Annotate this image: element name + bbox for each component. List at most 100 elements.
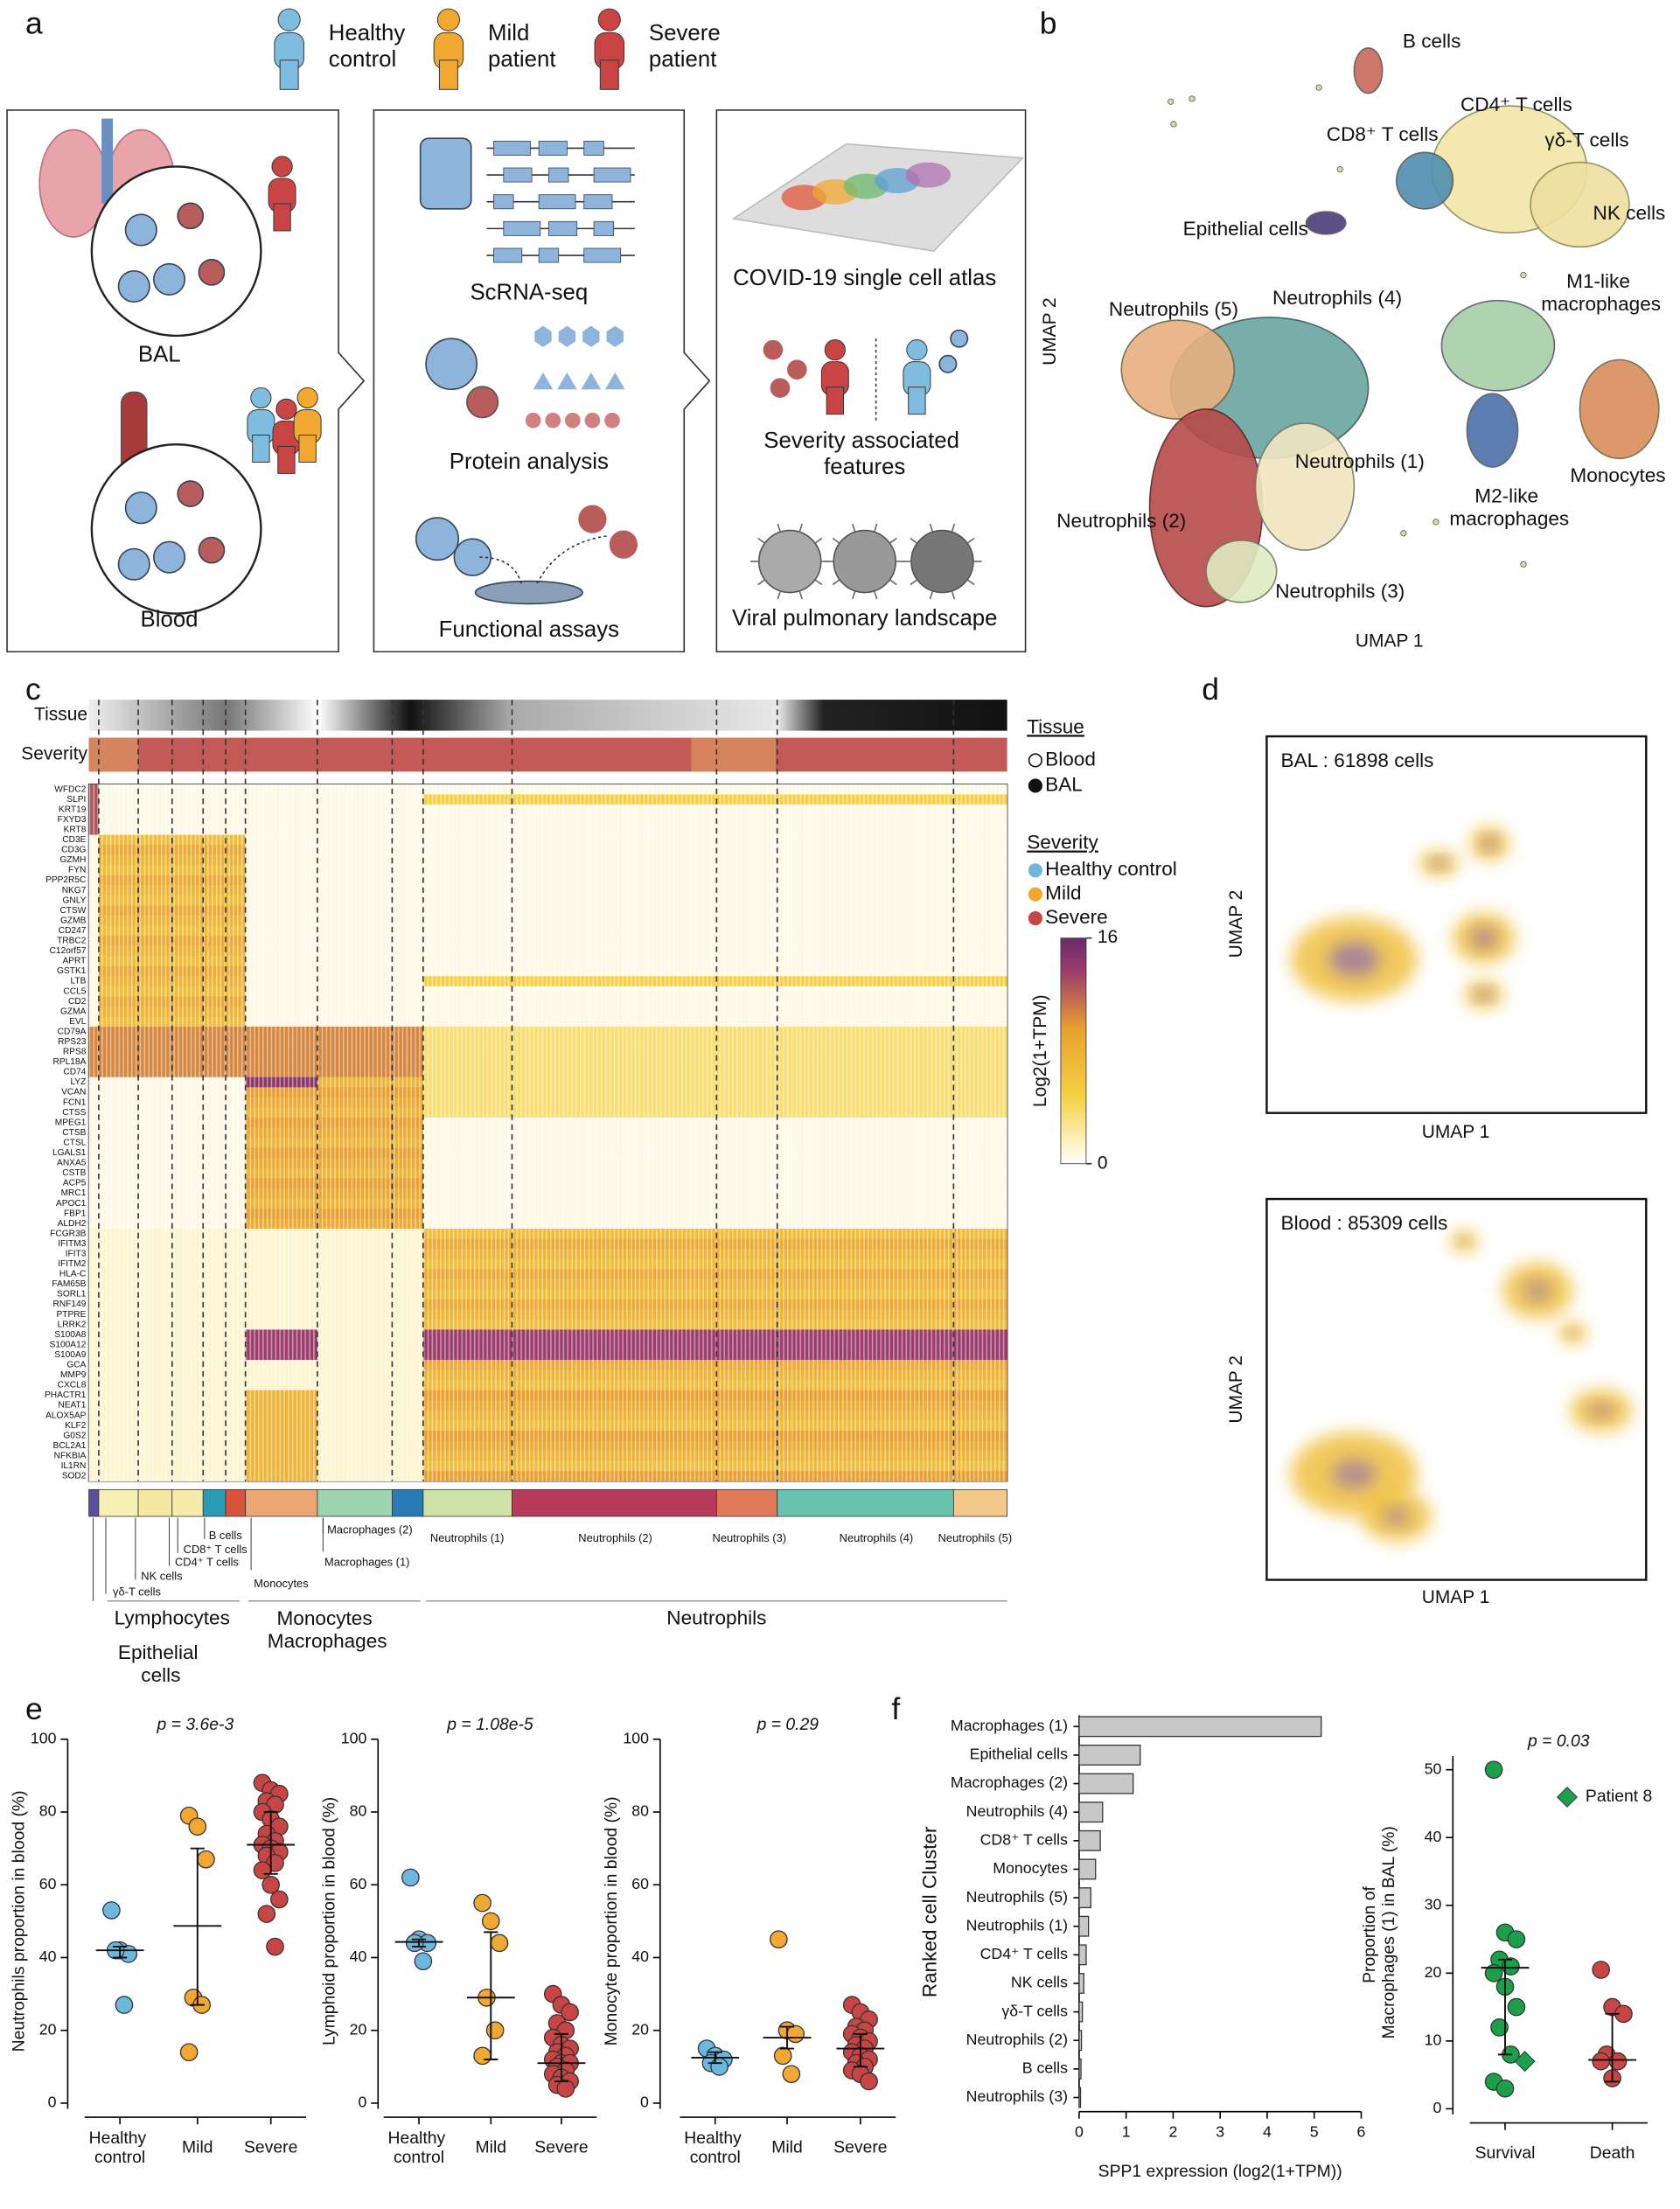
axis-title: SPP1 expression (log2(1+TPM)) bbox=[1098, 2162, 1342, 2181]
group-label: Neutrophils bbox=[666, 1607, 766, 1629]
cell bbox=[466, 386, 499, 419]
annotation: p = 0.03 bbox=[1527, 1732, 1590, 1751]
gene-label: GZMA bbox=[60, 1007, 87, 1016]
y-tick-label: 40 bbox=[1425, 1828, 1442, 1845]
virus-spike bbox=[966, 579, 975, 586]
dot bbox=[604, 412, 620, 429]
text-line: Macrophages (1) in BAL (%) bbox=[1379, 1826, 1398, 2038]
cluster-label: CD8⁺ T cells bbox=[184, 1543, 247, 1556]
umap-cluster bbox=[1395, 151, 1454, 210]
text-line: macrophages bbox=[1541, 293, 1661, 315]
point bbox=[266, 1937, 284, 1956]
density-box bbox=[1265, 735, 1648, 1114]
text-line: M2-like bbox=[1474, 484, 1544, 506]
cell bbox=[198, 259, 226, 286]
gene-label: C12orf57 bbox=[50, 946, 87, 956]
hexagon bbox=[558, 325, 576, 347]
gene-label: CTSS bbox=[62, 1108, 86, 1118]
person-icon bbox=[298, 435, 317, 463]
read-block bbox=[493, 140, 531, 156]
umap-cluster bbox=[1530, 161, 1630, 248]
gene-label: ANXA5 bbox=[57, 1159, 87, 1168]
virus-spike bbox=[889, 579, 897, 586]
cell bbox=[763, 339, 784, 360]
group-label: Monocytes Macrophages bbox=[268, 1607, 387, 1652]
point bbox=[1507, 1997, 1526, 2017]
cluster-label: NK cells bbox=[141, 1570, 182, 1583]
track-label: Tissue bbox=[34, 704, 87, 724]
legend-swatch bbox=[1028, 778, 1042, 793]
cluster-label: Neutrophils (4) bbox=[840, 1531, 914, 1544]
bar bbox=[1078, 1887, 1091, 1909]
point bbox=[115, 1996, 134, 2014]
text-line: patient bbox=[649, 47, 716, 72]
y-tick-label: 0 bbox=[48, 2094, 57, 2111]
gene-label: NKG7 bbox=[62, 886, 87, 895]
person-icon bbox=[277, 445, 296, 474]
cluster-label: Neutrophils (2) bbox=[578, 1531, 652, 1544]
gene-label: KRT8 bbox=[64, 826, 87, 835]
point bbox=[1490, 2018, 1509, 2037]
label: BAL bbox=[138, 342, 181, 366]
virus bbox=[833, 529, 897, 594]
density-label: BAL : 61898 cells bbox=[1281, 749, 1434, 771]
gene-label: NEAT1 bbox=[58, 1401, 86, 1411]
umap-point bbox=[1433, 519, 1440, 526]
y-tick-label: 0 bbox=[1433, 2099, 1442, 2116]
gene-label: MMP9 bbox=[60, 1370, 87, 1380]
legend-label: Mild patient bbox=[488, 21, 555, 72]
gene-label: GNLY bbox=[62, 895, 86, 905]
person-icon bbox=[906, 338, 928, 361]
person-icon bbox=[824, 338, 846, 361]
point bbox=[405, 1934, 424, 1953]
cell bbox=[578, 505, 607, 533]
x-tick-label: Healthy control bbox=[684, 2129, 746, 2167]
virus bbox=[757, 529, 822, 594]
point bbox=[197, 1850, 215, 1869]
dot bbox=[584, 412, 601, 429]
cell bbox=[177, 202, 205, 230]
density bbox=[1590, 1403, 1613, 1418]
bar bbox=[1078, 1801, 1104, 1823]
density bbox=[1475, 988, 1492, 1000]
person-icon bbox=[908, 387, 926, 415]
gene-label: VCAN bbox=[61, 1088, 86, 1098]
triangle bbox=[581, 372, 602, 390]
cluster-label: CD8⁺ T cells bbox=[1327, 123, 1439, 145]
person-icon bbox=[279, 59, 299, 90]
x-tick-label: Healthy control bbox=[89, 2129, 151, 2167]
legend-label: Severe patient bbox=[649, 21, 727, 72]
colorbar-title: Log2(1+TPM) bbox=[1030, 994, 1050, 1107]
cluster-bar bbox=[245, 1488, 318, 1517]
umap-cluster bbox=[1353, 47, 1384, 94]
gene-label: ALDH2 bbox=[58, 1219, 87, 1229]
annotation: p = 0.29 bbox=[756, 1715, 819, 1734]
x-tick-label: Severe bbox=[244, 2138, 297, 2157]
gene-label: RPL18A bbox=[53, 1057, 87, 1067]
cluster-bar bbox=[98, 1488, 139, 1517]
axis-title: Ranked cell Cluster bbox=[919, 1826, 941, 1997]
bar bbox=[1078, 1915, 1090, 1937]
y-tick-label: 40 bbox=[39, 1948, 57, 1965]
read-block bbox=[538, 194, 576, 210]
cell bbox=[787, 359, 807, 380]
severity-track bbox=[691, 737, 777, 772]
read-block bbox=[538, 247, 560, 263]
axis-title: UMAP 2 bbox=[1040, 297, 1060, 366]
y-tick-label: 60 bbox=[350, 1875, 367, 1892]
box bbox=[715, 109, 1027, 653]
dot bbox=[564, 412, 581, 429]
label: Severity associated features bbox=[763, 429, 965, 479]
text-line: patient bbox=[488, 47, 555, 72]
triangle bbox=[533, 372, 554, 390]
dot bbox=[525, 412, 541, 429]
gene-label: ALOX5AP bbox=[45, 1411, 87, 1420]
colorbar-tick-label: 0 bbox=[1098, 1153, 1108, 1173]
point bbox=[485, 2021, 505, 2040]
triangle bbox=[604, 372, 625, 390]
x-tick-label: 5 bbox=[1310, 2123, 1319, 2141]
severity-track bbox=[88, 737, 139, 772]
gene-label: GZMB bbox=[60, 916, 87, 925]
bar bbox=[1078, 2058, 1082, 2080]
